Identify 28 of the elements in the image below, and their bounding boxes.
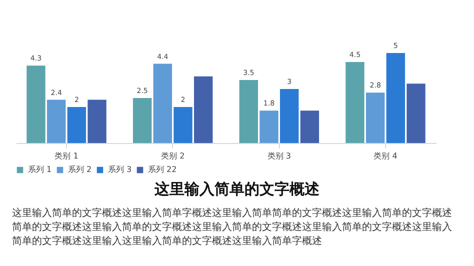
x-tick-label: 类别 3 bbox=[267, 152, 291, 160]
legend-label: 系列 3 bbox=[108, 165, 132, 174]
bar bbox=[386, 53, 406, 143]
bar bbox=[174, 107, 192, 143]
legend-label: 系列 1 bbox=[28, 165, 52, 174]
bar bbox=[26, 66, 46, 143]
bar bbox=[300, 110, 320, 143]
text: 简单的文字概述这里输入简单的文字概述这里输入简单的文字概述这里输入简单的文字概述这里输入 bbox=[12, 221, 453, 235]
bar bbox=[260, 110, 278, 143]
x-tick-label: 类别 1 bbox=[54, 152, 78, 160]
text: 简单的文字概述这里输入这里输入简单的文字概述这里输入简单字概述 bbox=[12, 235, 323, 249]
text: 这里输入简单的文字概述 bbox=[154, 180, 320, 199]
bar bbox=[280, 89, 299, 143]
bar bbox=[194, 76, 213, 143]
bar bbox=[346, 62, 364, 143]
bar bbox=[46, 100, 66, 143]
legend-label: 系列 2 bbox=[68, 165, 92, 174]
legend-label: 系列 22 bbox=[148, 165, 177, 174]
x-tick-label: 类别 4 bbox=[374, 152, 398, 160]
bar bbox=[67, 107, 86, 143]
bar bbox=[406, 84, 426, 143]
bar bbox=[88, 100, 106, 143]
x-tick-label: 类别 2 bbox=[161, 152, 185, 160]
bar bbox=[153, 64, 172, 143]
bar bbox=[132, 98, 152, 143]
bar bbox=[239, 80, 258, 143]
text: 这里输入简单的文字概述这里输入简单字概述这里输入简单简单的文字概述这里输入简单的文字概述 bbox=[12, 207, 453, 221]
bar bbox=[366, 92, 385, 143]
